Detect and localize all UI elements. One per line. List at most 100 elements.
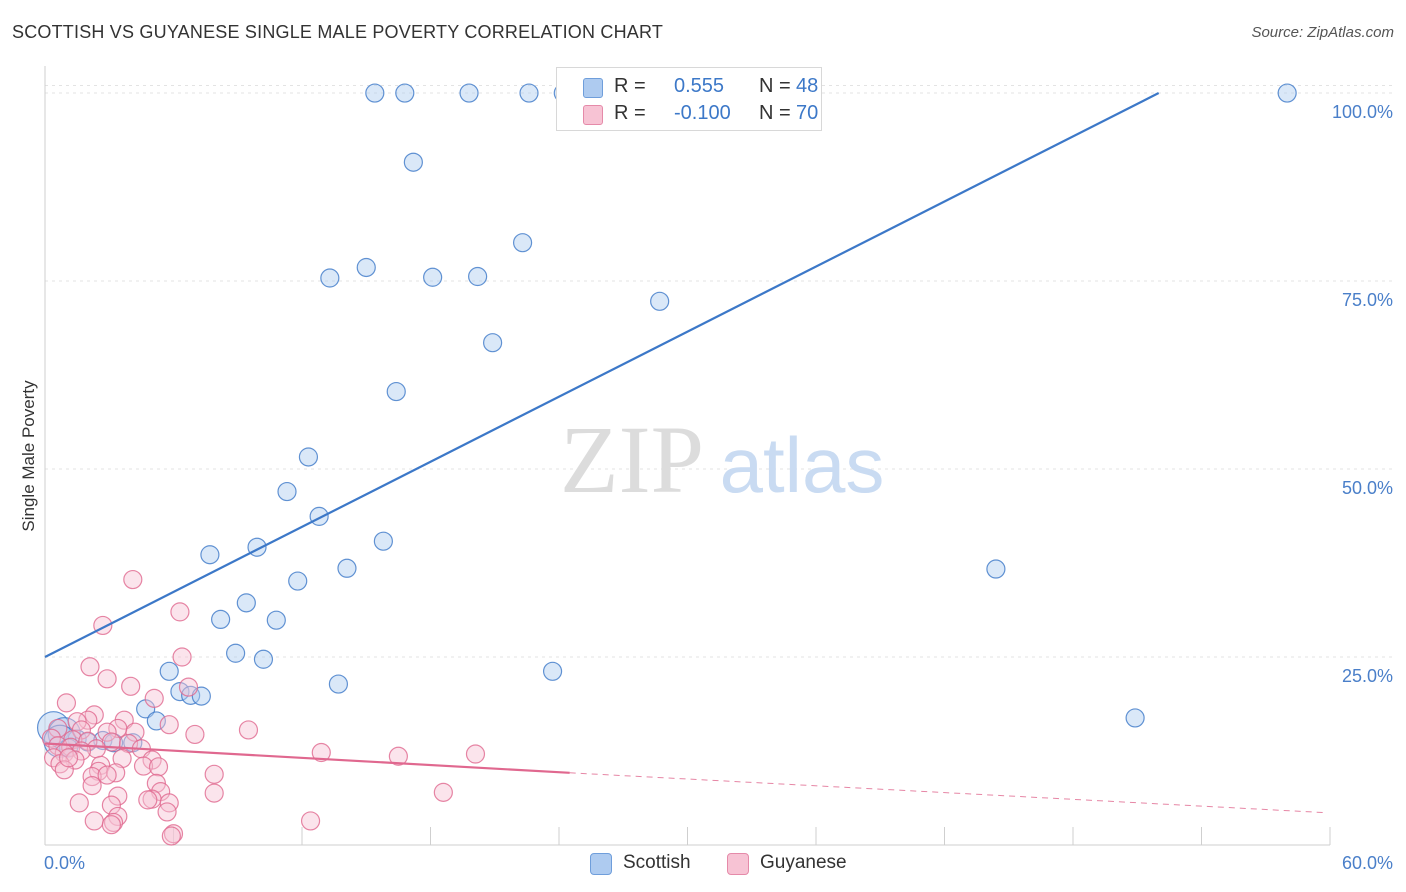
data-point [172, 647, 192, 667]
legend-swatch-scottish [583, 78, 603, 98]
data-point [185, 724, 205, 745]
data-point [80, 657, 100, 677]
data-point [159, 715, 179, 735]
data-point [320, 268, 340, 288]
data-point [226, 643, 246, 663]
data-point [512, 233, 533, 253]
data-point [236, 593, 256, 613]
data-point [48, 718, 68, 739]
data-point [161, 826, 181, 846]
data-point [204, 764, 224, 784]
trend-lines [44, 92, 1326, 814]
data-point [121, 676, 141, 696]
series-label-scottish: Scottish [623, 852, 691, 873]
source-label: Source: ZipAtlas.com [1251, 24, 1394, 41]
data-point [1125, 708, 1145, 728]
data-point [468, 266, 488, 287]
data-point [144, 688, 164, 708]
data-point [337, 558, 357, 578]
series-guyanese [41, 569, 486, 846]
data-point [309, 506, 329, 526]
x-tick-label: 0.0% [44, 853, 85, 873]
data-point [1277, 83, 1297, 103]
axes [44, 66, 1331, 846]
data-point [58, 748, 79, 768]
data-point [395, 83, 415, 103]
data-point [97, 722, 117, 742]
data-point [148, 757, 169, 777]
data-point [519, 83, 539, 103]
data-point [483, 333, 503, 353]
watermark-zip: ZIP [560, 406, 704, 513]
chart-title: SCOTTISH VS GUYANESE SINGLE MALE POVERTY… [12, 22, 664, 42]
data-point [266, 610, 286, 630]
data-point [178, 677, 199, 697]
data-point [101, 815, 121, 835]
data-point [300, 811, 321, 831]
legend-swatch-guyanese [583, 105, 603, 125]
y-tick-label: 25.0% [1342, 666, 1393, 686]
x-tick-label: 60.0% [1342, 853, 1393, 873]
y-tick-label: 100.0% [1332, 102, 1393, 122]
data-point [388, 746, 408, 766]
trend-extension-guyanese [569, 772, 1326, 814]
data-point [386, 381, 406, 402]
data-point [298, 447, 319, 467]
data-point [542, 661, 563, 681]
tick-labels: 25.0% 50.0% 75.0% 100.0% 0.0% 60.0% [44, 102, 1393, 873]
watermark: ZIP atlas [560, 406, 884, 513]
data-point [238, 720, 259, 740]
trend-line-scottish [44, 92, 1160, 658]
y-tick-label: 50.0% [1342, 478, 1393, 498]
data-point [650, 291, 670, 311]
data-point [84, 811, 104, 831]
trend-line-guyanese [44, 742, 570, 774]
data-point [211, 609, 231, 630]
data-point [125, 722, 145, 742]
data-point [97, 765, 117, 785]
legend-n-value: 48 [796, 75, 819, 97]
data-point [157, 802, 177, 822]
data-point [277, 481, 297, 502]
data-point [365, 83, 385, 103]
data-point [459, 83, 479, 103]
legend-n-label: N = [759, 102, 791, 124]
data-points [36, 83, 1297, 846]
watermark-atlas: atlas [720, 421, 885, 509]
data-point [123, 569, 143, 590]
data-point [311, 742, 331, 763]
legend-r-label: R = [614, 75, 646, 97]
legend-n-value: 70 [796, 102, 819, 124]
legend-r-label: R = [614, 102, 646, 124]
legend-r-value: -0.100 [674, 102, 731, 124]
data-point [253, 649, 274, 669]
data-point [82, 775, 102, 796]
data-point [986, 559, 1006, 579]
series-scottish [36, 83, 1297, 758]
data-point [200, 545, 220, 565]
data-point [56, 693, 77, 713]
data-point [97, 669, 117, 689]
data-point [138, 790, 158, 810]
data-point [465, 744, 486, 764]
data-point [170, 602, 190, 622]
legend-n-label: N = [759, 75, 791, 97]
series-swatch-guyanese [727, 853, 749, 875]
data-point [328, 674, 349, 694]
y-tick-label: 75.0% [1342, 290, 1393, 310]
data-point [373, 531, 393, 551]
correlation-legend: R = 0.555 N = 48 R = -0.100 N = 70 [556, 67, 822, 131]
series-swatch-scottish [590, 853, 612, 875]
data-point [112, 748, 132, 769]
data-point [133, 756, 154, 776]
data-point [84, 705, 104, 725]
data-point [204, 783, 224, 803]
data-point [159, 661, 179, 681]
data-point [69, 793, 89, 813]
grid-lines [45, 85, 1395, 658]
data-point [403, 152, 423, 172]
data-point [54, 760, 74, 780]
data-point [170, 681, 190, 702]
y-axis-label: Single Male Poverty [19, 380, 38, 532]
